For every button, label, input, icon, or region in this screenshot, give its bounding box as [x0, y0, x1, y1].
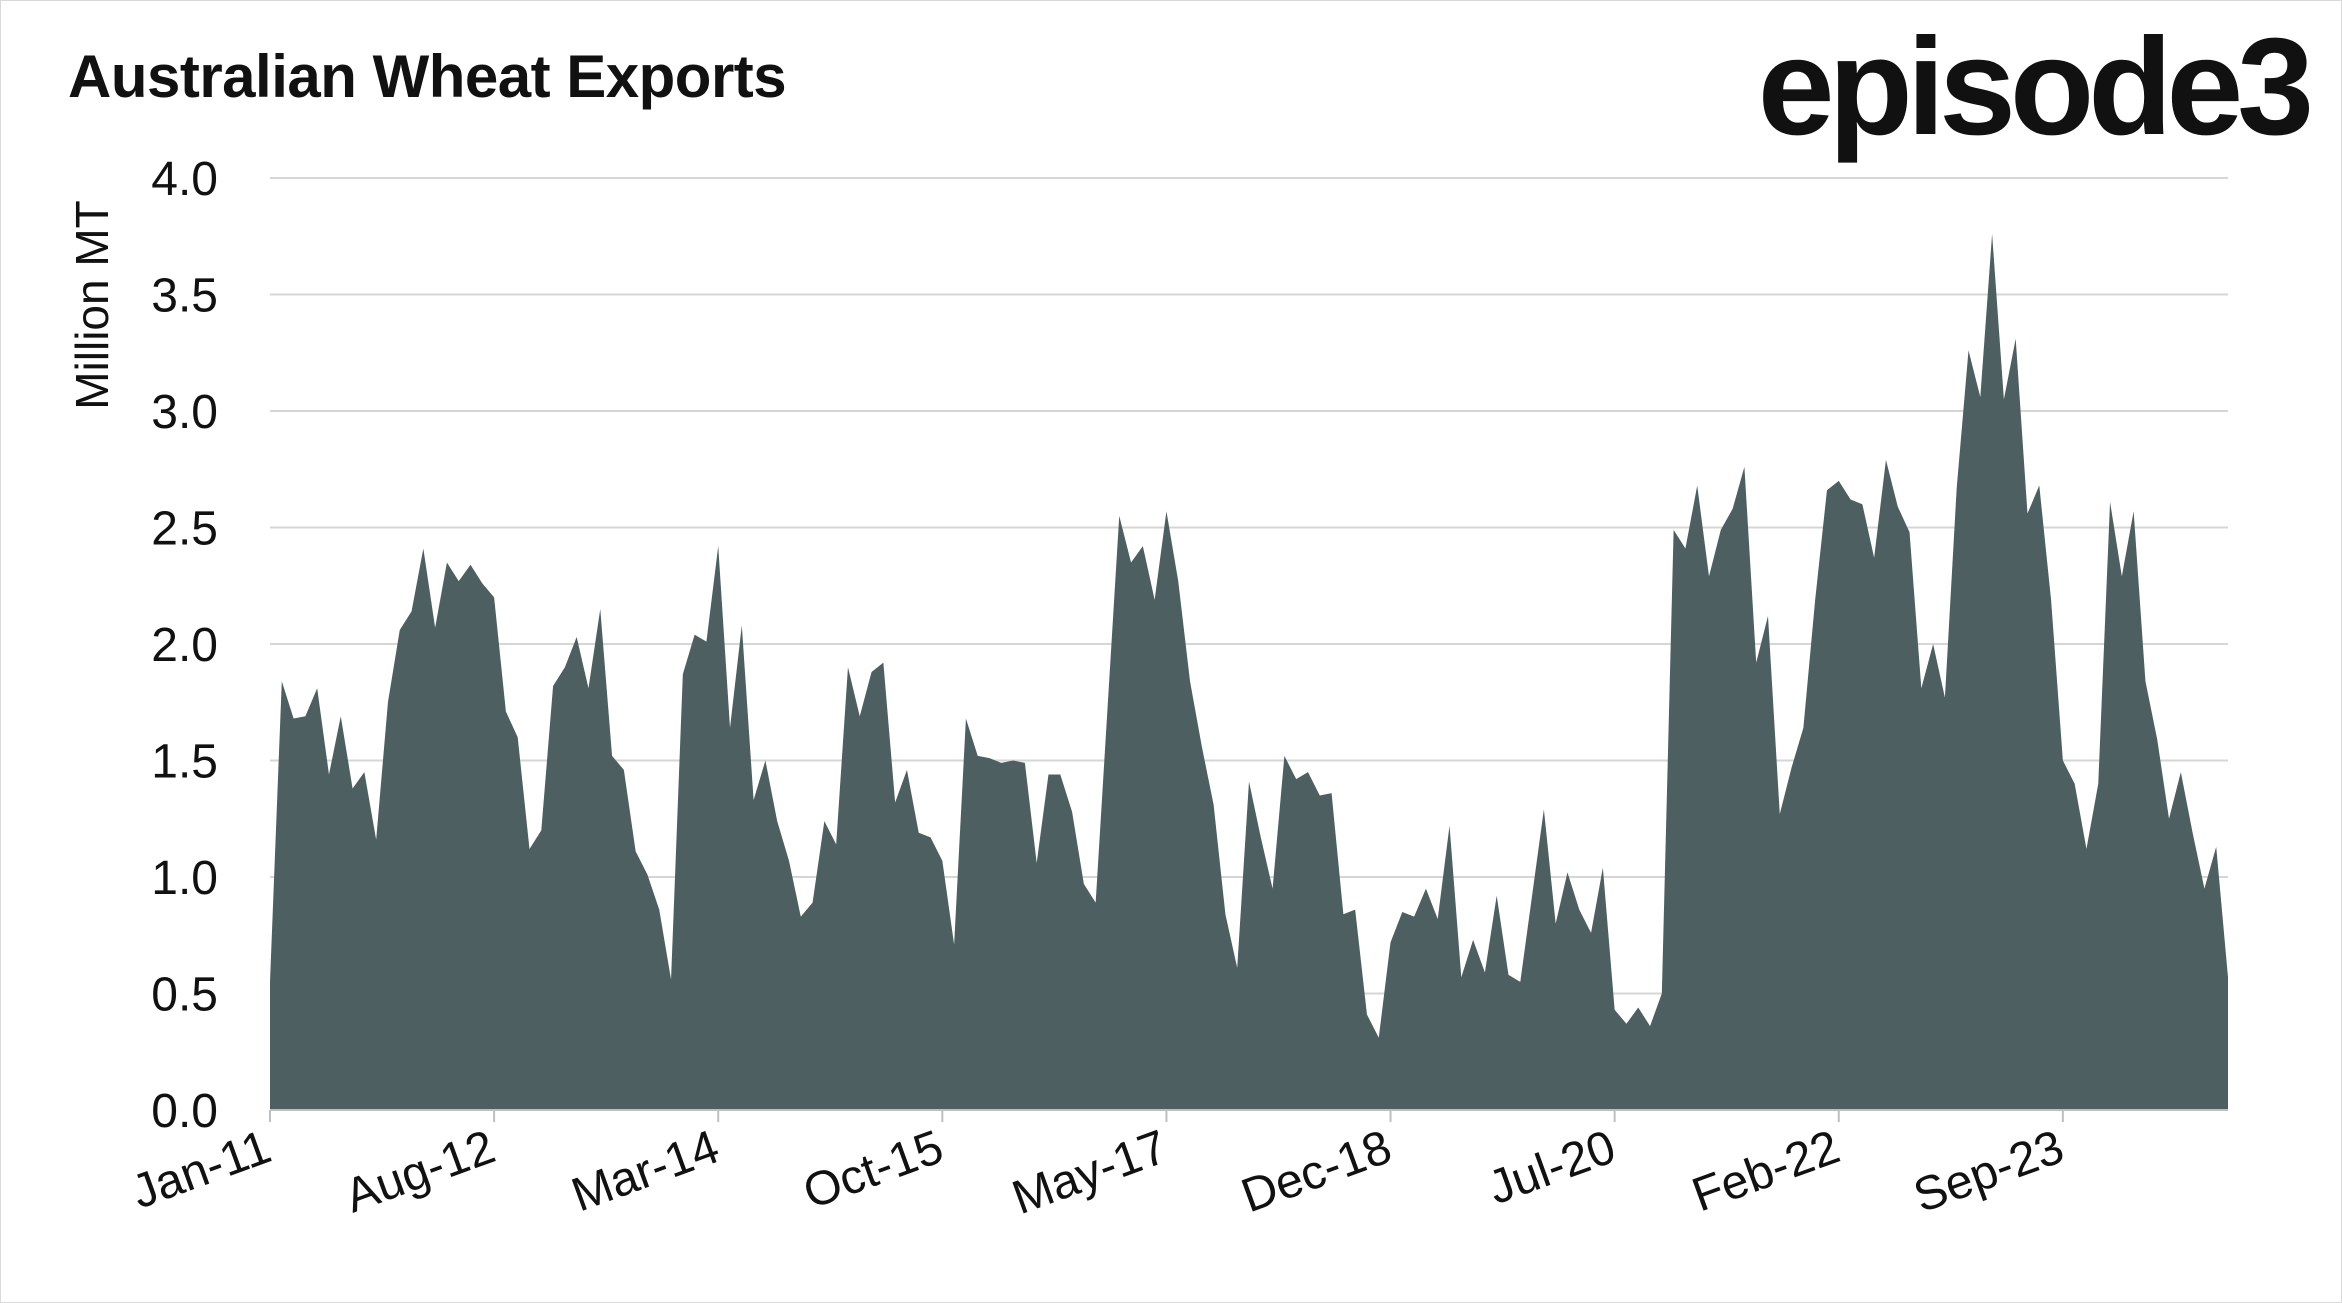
episode3-logo: episode3: [1757, 10, 2314, 164]
y-tick-labels: 0.0 0.5 1.0 1.5 2.0 2.5 3.0 3.5 4.0: [151, 153, 218, 1138]
y-tick-label: 0.0: [151, 1085, 218, 1138]
x-tick-label: Feb-22: [1685, 1121, 1846, 1223]
y-axis-label: Million MT: [66, 200, 118, 410]
y-tick-label: 3.0: [151, 386, 218, 439]
y-tick-label: 1.0: [151, 852, 218, 905]
y-tick-label: 4.0: [151, 153, 218, 206]
wheat-exports-area: [270, 233, 2228, 1111]
x-tick-label: Jul-20: [1481, 1121, 1622, 1216]
x-tick-label: Aug-12: [338, 1121, 502, 1224]
y-tick-label: 3.5: [151, 270, 218, 323]
x-tick-label: May-17: [1006, 1121, 1175, 1226]
chart-title: Australian Wheat Exports: [68, 43, 787, 110]
x-axis: [269, 1109, 2228, 1122]
x-tick-label: Oct-15: [797, 1121, 950, 1220]
y-tick-label: 2.0: [151, 619, 218, 672]
x-tick-labels: Jan-11 Aug-12 Mar-14 Oct-15 May-17 Dec-18 Jul-…: [125, 1121, 2071, 1226]
x-tick-label: Sep-23: [1907, 1121, 2071, 1224]
x-tick-label: Mar-14: [565, 1121, 726, 1223]
y-tick-label: 1.5: [151, 736, 218, 789]
x-tick-label: Dec-18: [1235, 1121, 1399, 1224]
y-tick-label: 2.5: [151, 503, 218, 556]
y-tick-label: 0.5: [151, 969, 218, 1022]
area-series: [270, 233, 2228, 1111]
